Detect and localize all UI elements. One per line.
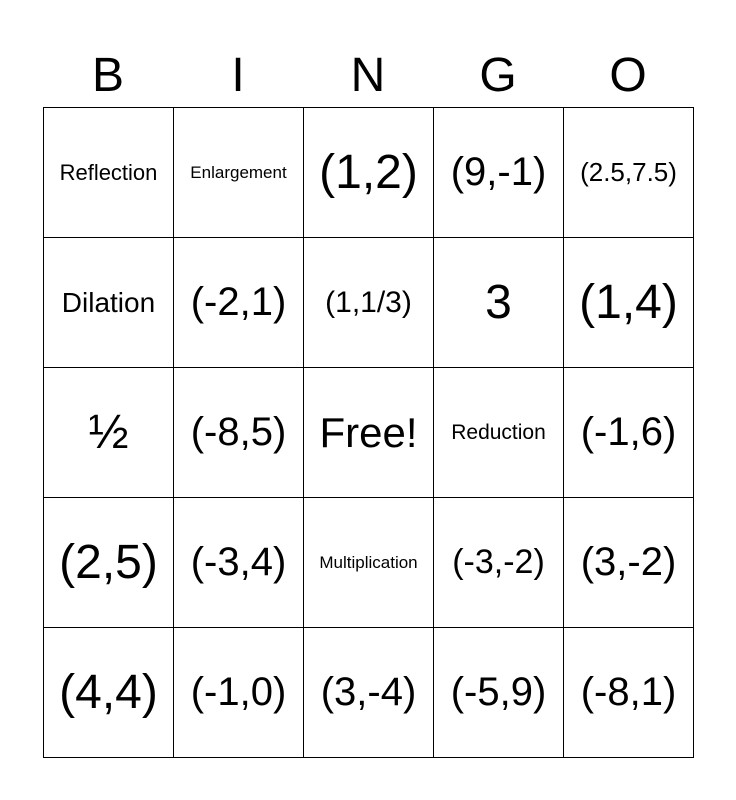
bingo-cell: (-3,-2)	[434, 498, 564, 628]
bingo-cell: (9,-1)	[434, 108, 564, 238]
bingo-cell: (-1,6)	[564, 368, 694, 498]
bingo-cell: (-2,1)	[174, 238, 304, 368]
header-letter-n: N	[350, 49, 386, 102]
bingo-cell: Reduction	[434, 368, 564, 498]
bingo-cell: Reflection	[44, 108, 174, 238]
bingo-cell: (1,2)	[304, 108, 434, 238]
bingo-cell: (2.5,7.5)	[564, 108, 694, 238]
bingo-cell: (-3,4)	[174, 498, 304, 628]
bingo-cell: (-8,5)	[174, 368, 304, 498]
bingo-header: B I N G O	[43, 44, 693, 108]
bingo-cell: (4,4)	[44, 628, 174, 758]
bingo-grid: Reflection Enlargement (1,2) (9,-1) (2.5…	[43, 107, 694, 758]
bingo-cell: Dilation	[44, 238, 174, 368]
bingo-cell: (1,1/3)	[304, 238, 434, 368]
bingo-cell: (3,-4)	[304, 628, 434, 758]
bingo-cell: (-8,1)	[564, 628, 694, 758]
header-letter-i: I	[231, 49, 245, 102]
bingo-cell: Enlargement	[174, 108, 304, 238]
header-letter-b: B	[91, 49, 124, 102]
header-letter-g: G	[479, 49, 517, 102]
header-letter-o: O	[609, 49, 647, 102]
bingo-cell: ½	[44, 368, 174, 498]
bingo-cell: Multiplication	[304, 498, 434, 628]
bingo-cell: (3,-2)	[564, 498, 694, 628]
bingo-cell: (2,5)	[44, 498, 174, 628]
bingo-cell: 3	[434, 238, 564, 368]
bingo-cell: (-1,0)	[174, 628, 304, 758]
free-space-cell: Free!	[304, 368, 434, 498]
bingo-cell: (1,4)	[564, 238, 694, 368]
bingo-cell: (-5,9)	[434, 628, 564, 758]
